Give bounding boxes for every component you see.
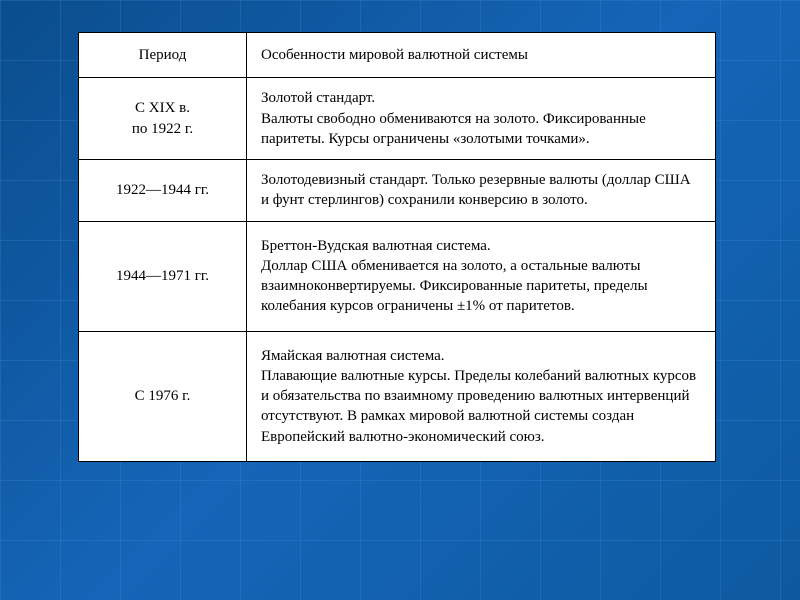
period-line: С XIX в. — [93, 98, 232, 118]
period-cell: С XIX в. по 1922 г. — [79, 78, 247, 160]
details-cell: Ямайская валютная система.Плавающие валю… — [247, 331, 716, 461]
table-row: 1922—1944 гг. Золотодевизный стандарт. Т… — [79, 160, 716, 222]
details-cell: Бреттон-Вудская валютная система.Доллар … — [247, 221, 716, 331]
table-row: С XIX в. по 1922 г. Золотой стандарт.Вал… — [79, 78, 716, 160]
table-row: С 1976 г. Ямайская валютная система.Плав… — [79, 331, 716, 461]
monetary-systems-table: Период Особенности мировой валютной сист… — [78, 32, 716, 462]
period-cell: 1922—1944 гг. — [79, 160, 247, 222]
header-details: Особенности мировой валютной системы — [247, 33, 716, 78]
details-cell: Золотой стандарт.Валюты свободно обменив… — [247, 78, 716, 160]
details-cell: Золотодевизный стандарт. Только резервны… — [247, 160, 716, 222]
table-header-row: Период Особенности мировой валютной сист… — [79, 33, 716, 78]
table-row: 1944—1971 гг. Бреттон-Вудская валютная с… — [79, 221, 716, 331]
period-cell: С 1976 г. — [79, 331, 247, 461]
monetary-systems-table-container: Период Особенности мировой валютной сист… — [78, 32, 716, 462]
period-cell: 1944—1971 гг. — [79, 221, 247, 331]
header-period: Период — [79, 33, 247, 78]
period-line: по 1922 г. — [93, 119, 232, 139]
